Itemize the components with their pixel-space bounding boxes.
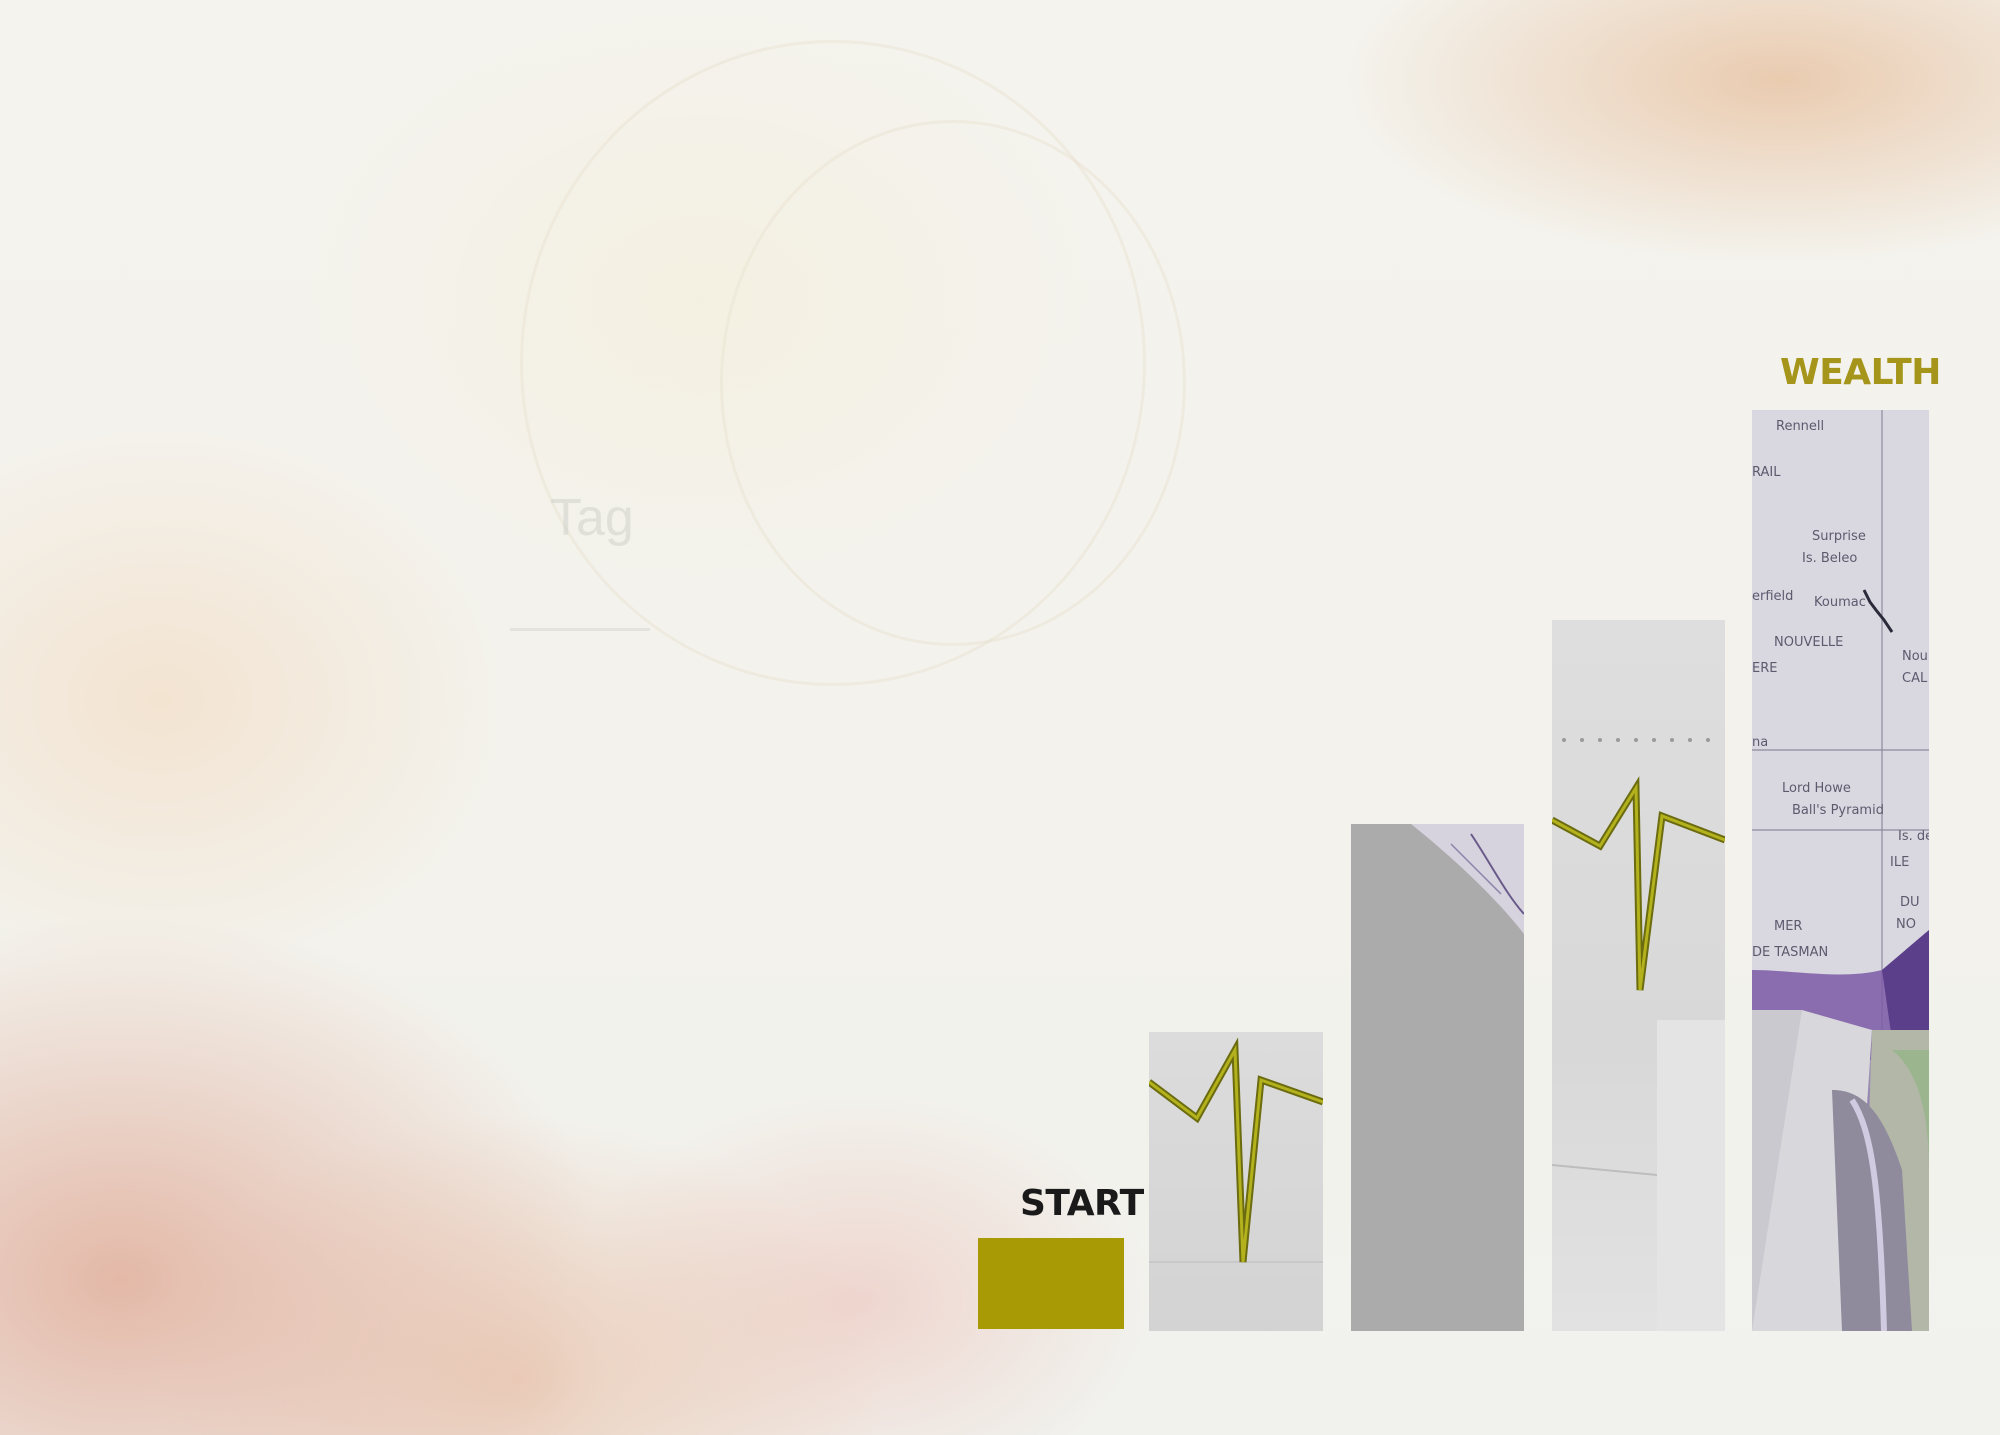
svg-text:Surprise: Surprise bbox=[1812, 529, 1866, 544]
ghost-curve-2 bbox=[720, 120, 1186, 646]
svg-text:NOUVELLE: NOUVELLE bbox=[1774, 635, 1843, 650]
growth-bar-1-start bbox=[978, 1238, 1124, 1329]
svg-text:Nou: Nou bbox=[1902, 649, 1928, 664]
svg-text:Rennell: Rennell bbox=[1776, 419, 1824, 434]
start-label: START bbox=[1020, 1183, 1144, 1224]
svg-text:ERE: ERE bbox=[1752, 661, 1777, 676]
svg-text:Is. Beleo: Is. Beleo bbox=[1802, 551, 1857, 566]
growth-bar-2 bbox=[1149, 1032, 1323, 1331]
svg-text:MER: MER bbox=[1774, 919, 1802, 934]
growth-bar-4 bbox=[1552, 620, 1725, 1331]
svg-text:Is. de: Is. de bbox=[1898, 829, 1929, 844]
svg-text:DE TASMAN: DE TASMAN bbox=[1752, 945, 1828, 960]
wealth-label: WEALTH bbox=[1780, 352, 1941, 393]
trend-line-graphic bbox=[1149, 1037, 1323, 1263]
globe-map-graphic: Rennell RAIL Surprise Is. Beleo erfield … bbox=[1752, 410, 1929, 1331]
background-line bbox=[510, 628, 650, 631]
growth-bar-3 bbox=[1351, 824, 1524, 1331]
svg-text:na: na bbox=[1752, 735, 1768, 750]
svg-text:erfield: erfield bbox=[1752, 589, 1793, 604]
svg-text:Lord Howe: Lord Howe bbox=[1782, 781, 1851, 796]
trend-line-graphic-large bbox=[1552, 738, 1725, 1331]
background-tag-text: Tag bbox=[550, 489, 634, 547]
svg-text:Ball's Pyramid: Ball's Pyramid bbox=[1792, 803, 1884, 818]
svg-text:CAL: CAL bbox=[1902, 671, 1928, 686]
svg-text:Koumac: Koumac bbox=[1814, 595, 1866, 610]
svg-text:NO: NO bbox=[1896, 917, 1916, 932]
svg-text:ILE: ILE bbox=[1890, 855, 1909, 870]
svg-text:DU: DU bbox=[1900, 895, 1920, 910]
svg-text:RAIL: RAIL bbox=[1752, 465, 1781, 480]
growth-bar-5-wealth: Rennell RAIL Surprise Is. Beleo erfield … bbox=[1752, 410, 1929, 1331]
globe-edge-graphic bbox=[1411, 824, 1524, 934]
